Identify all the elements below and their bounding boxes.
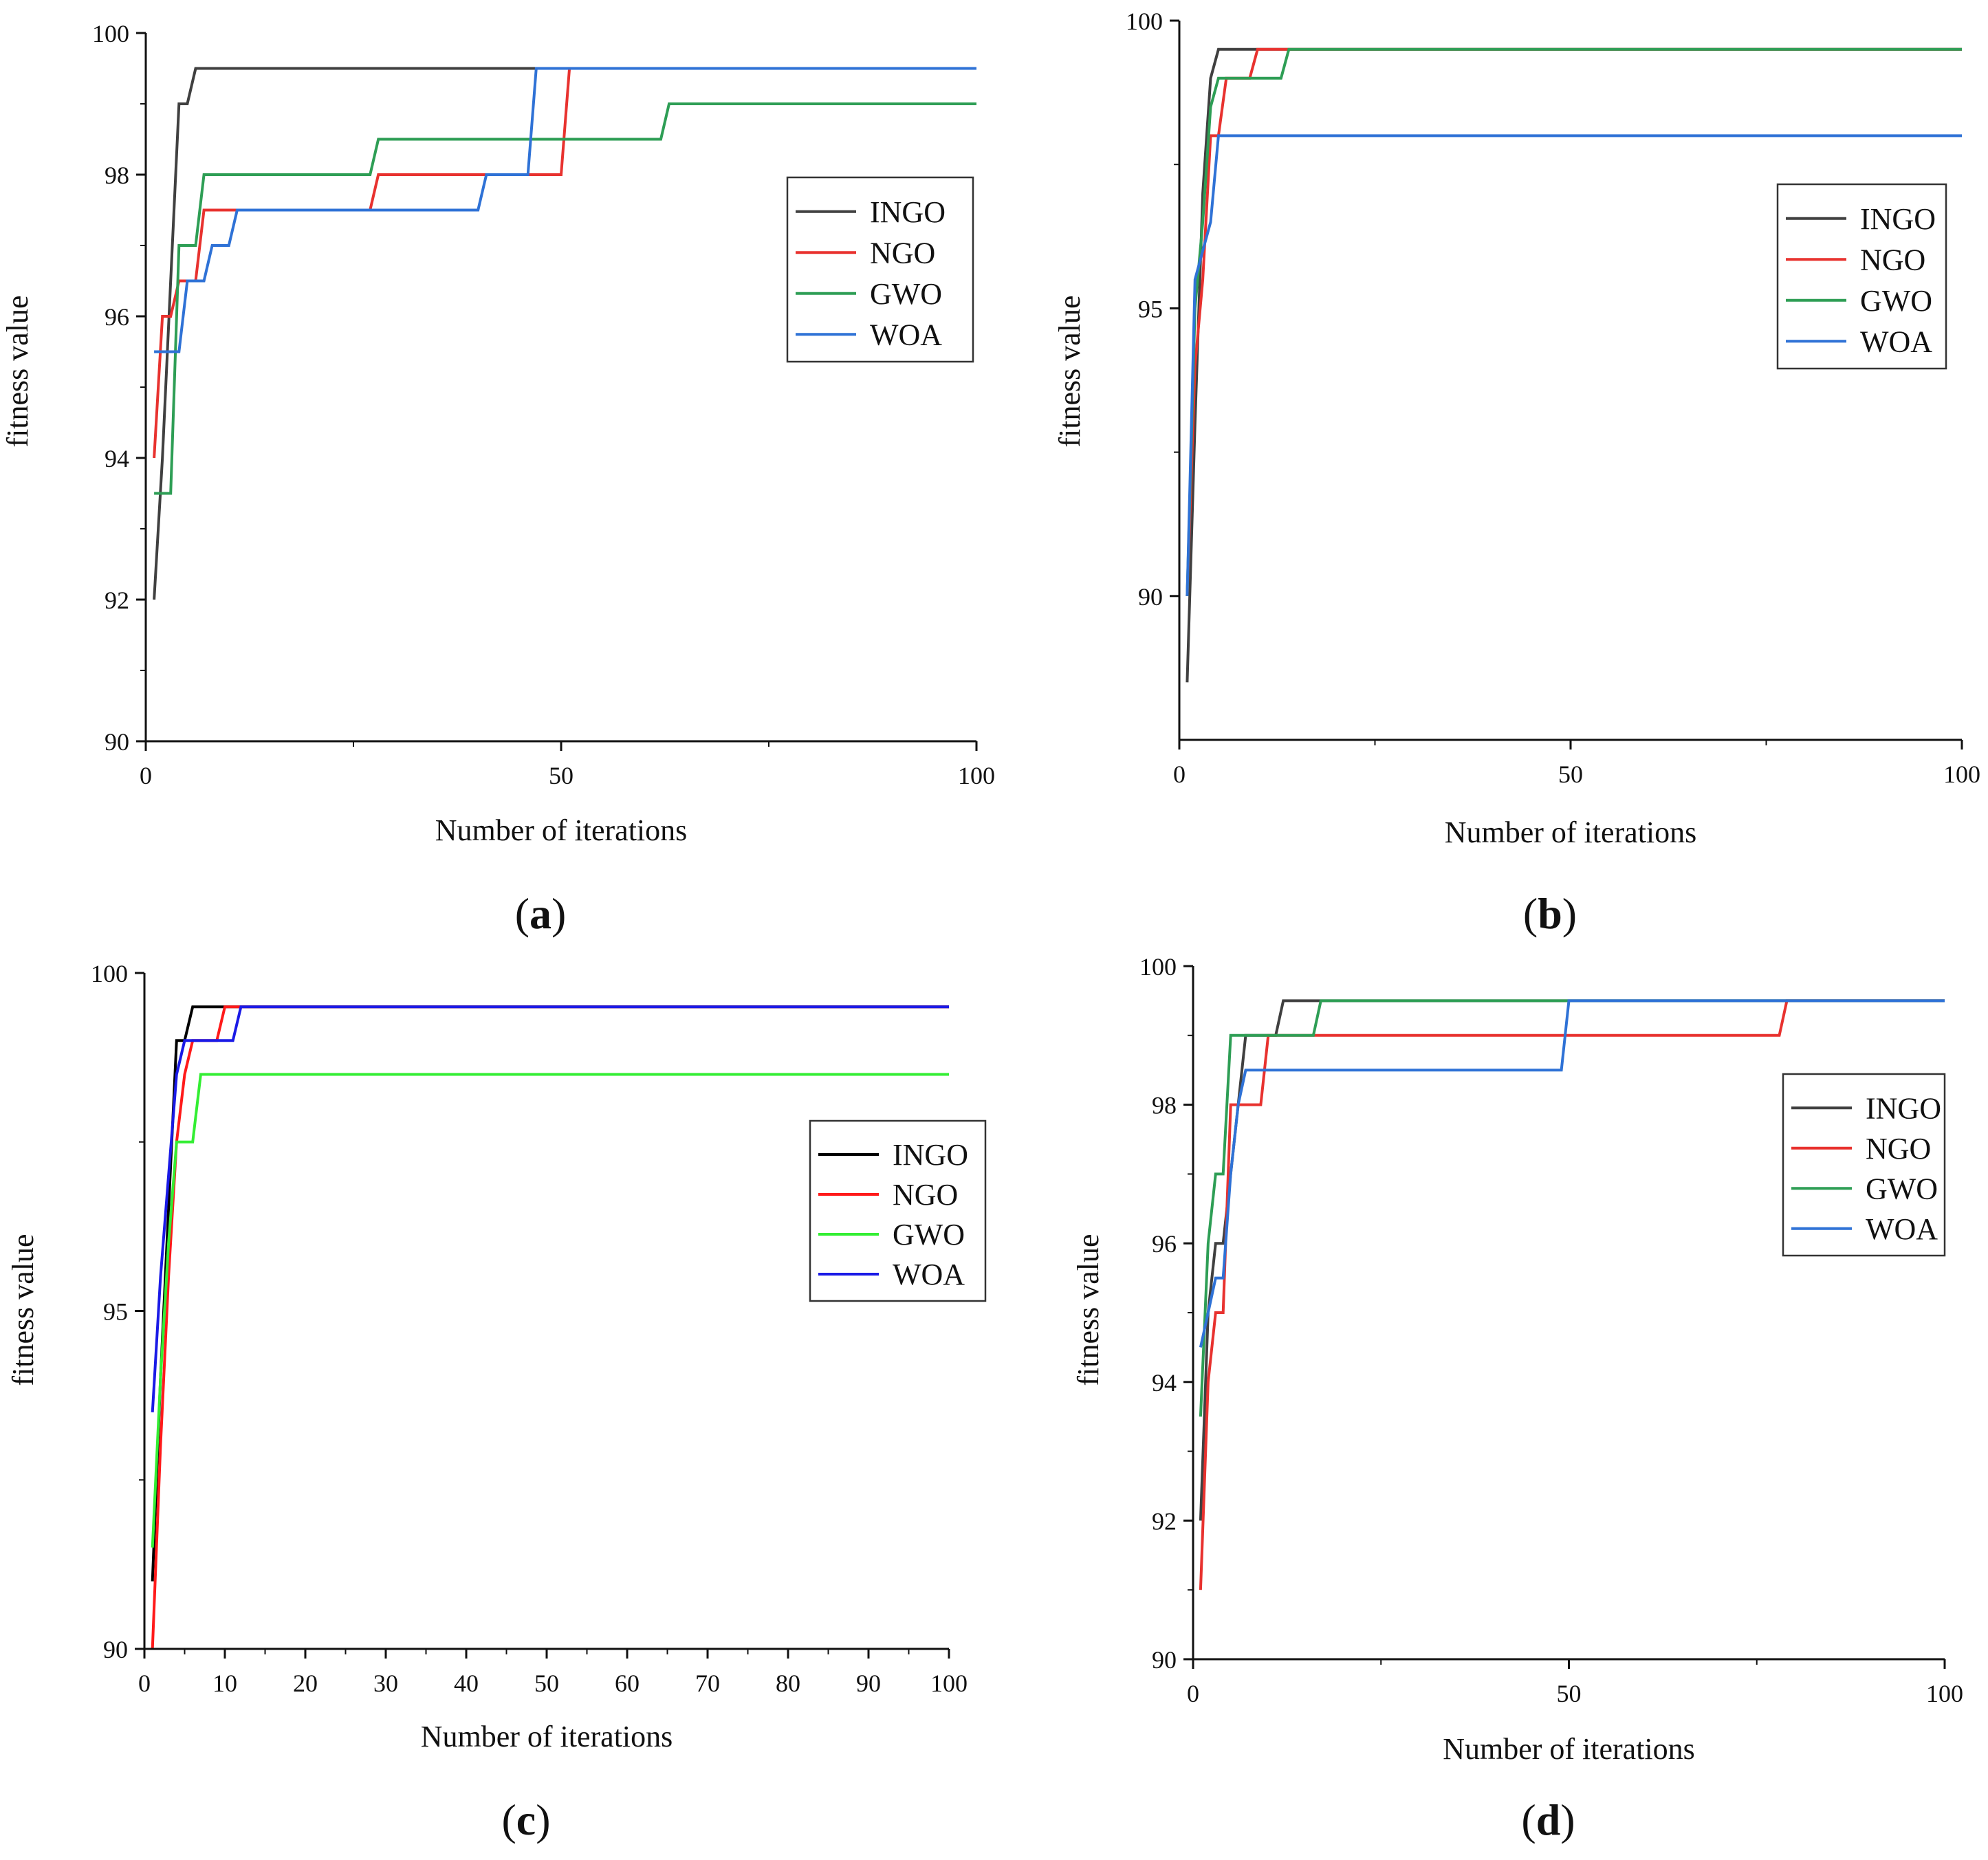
legend-label-ngo: NGO: [893, 1178, 958, 1212]
legend-label-ingo: INGO: [1866, 1091, 1941, 1125]
y-tick-label: 100: [1139, 953, 1177, 981]
legend-label-gwo: GWO: [1860, 284, 1932, 318]
y-tick-label: 100: [1126, 8, 1163, 35]
x-tick-label: 30: [373, 1670, 398, 1697]
y-tick-label: 95: [103, 1298, 128, 1326]
y-tick-label: 90: [105, 728, 129, 756]
legend-box: [786, 176, 974, 363]
y-tick-label: 100: [92, 20, 129, 47]
legend: INGO NGO GWO WOA: [809, 1119, 987, 1302]
x-tick-label: 100: [958, 762, 995, 789]
legend: INGO NGO GWO WOA: [1776, 183, 1947, 370]
y-axis-label: fitness value: [1071, 1234, 1105, 1386]
legend-label-ngo: NGO: [1866, 1132, 1931, 1166]
x-tick-label: 100: [930, 1670, 968, 1697]
x-tick-label: 50: [1558, 761, 1583, 788]
x-axis-label: Number of iterations: [435, 813, 688, 847]
x-tick-label: 50: [1557, 1680, 1582, 1707]
x-axis-label: Number of iterations: [1443, 1732, 1695, 1766]
panel-d: 0 50 100 90 92 94 96 98 100 Number of iterations f…: [1071, 953, 1963, 1844]
y-tick-label: 98: [105, 162, 129, 189]
y-tick-label: 98: [1152, 1092, 1177, 1119]
legend-label-ingo: INGO: [893, 1138, 968, 1172]
series-line-woa: [151, 1005, 949, 1413]
panel-c: 0 10 20 30 40 50 60 70 80 90 100 90 95 100 Number of i…: [6, 960, 987, 1844]
x-tick-label: 0: [1187, 1680, 1199, 1707]
y-tick-label: 94: [105, 445, 129, 472]
series-line-gwo: [154, 102, 976, 495]
y-tick-label: 90: [103, 1636, 128, 1663]
panel-caption: (b): [1523, 889, 1577, 938]
x-tick-label: 50: [549, 762, 574, 789]
x-axis-label: Number of iterations: [1445, 816, 1697, 849]
series-line-gwo: [151, 1073, 949, 1548]
y-tick-label: 96: [105, 303, 129, 331]
legend-box: [1776, 183, 1947, 370]
y-tick-label: 96: [1152, 1230, 1177, 1258]
series-line-woa: [1199, 999, 1945, 1348]
legend-label-ingo: INGO: [1860, 202, 1936, 236]
y-tick-label: 90: [1152, 1646, 1177, 1674]
x-tick-label: 100: [1943, 761, 1980, 788]
legend-label-gwo: GWO: [1866, 1172, 1938, 1205]
legend-label-woa: WOA: [1866, 1212, 1938, 1246]
x-tick-label: 80: [776, 1670, 800, 1697]
y-tick-label: 90: [1138, 583, 1163, 611]
x-tick-label: 0: [138, 1670, 151, 1697]
x-tick-label: 100: [1926, 1680, 1963, 1707]
x-tick-label: 10: [212, 1670, 237, 1697]
y-axis-label: fitness value: [1053, 295, 1086, 447]
x-tick-label: 40: [454, 1670, 479, 1697]
legend-box: [809, 1119, 987, 1302]
x-tick-label: 50: [534, 1670, 559, 1697]
panel-caption: (a): [515, 889, 567, 938]
legend-label-woa: WOA: [893, 1258, 965, 1291]
legend-label-woa: WOA: [870, 318, 942, 351]
panel-caption: (d): [1521, 1795, 1575, 1844]
legend-label-ngo: NGO: [870, 236, 935, 270]
x-tick-label: 20: [293, 1670, 318, 1697]
panel-b: 0 50 100 90 95 100 Number of iterations fitness…: [1053, 8, 1980, 938]
legend-label-ingo: INGO: [870, 195, 946, 229]
x-tick-label: 90: [856, 1670, 881, 1697]
y-tick-label: 92: [1152, 1507, 1177, 1535]
panel-caption: (c): [501, 1795, 550, 1844]
legend: INGO NGO GWO WOA: [1782, 1073, 1946, 1257]
y-axis-label: fitness value: [1, 295, 34, 447]
legend-label-gwo: GWO: [870, 277, 942, 311]
x-axis-label: Number of iterations: [421, 1720, 673, 1753]
legend-label-ngo: NGO: [1860, 243, 1925, 276]
series-line-woa: [154, 67, 976, 353]
legend-label-gwo: GWO: [893, 1218, 965, 1251]
legend: INGO NGO GWO WOA: [786, 176, 974, 363]
legend-box: [1782, 1073, 1946, 1257]
x-tick-label: 0: [140, 762, 152, 789]
y-axis-label: fitness value: [6, 1234, 40, 1386]
x-tick-label: 0: [1173, 761, 1186, 788]
y-tick-label: 92: [105, 587, 129, 614]
y-tick-label: 95: [1138, 295, 1163, 322]
x-tick-label: 60: [615, 1670, 640, 1697]
y-tick-label: 94: [1152, 1369, 1177, 1397]
legend-label-woa: WOA: [1860, 325, 1932, 358]
series-line-ngo: [151, 1005, 949, 1650]
y-tick-label: 100: [91, 960, 128, 987]
x-tick-label: 70: [695, 1670, 720, 1697]
series-line-woa: [1186, 134, 1962, 596]
panel-a: 0 50 100 90 92 94 96 98 100 Number of iterations f…: [1, 20, 995, 938]
